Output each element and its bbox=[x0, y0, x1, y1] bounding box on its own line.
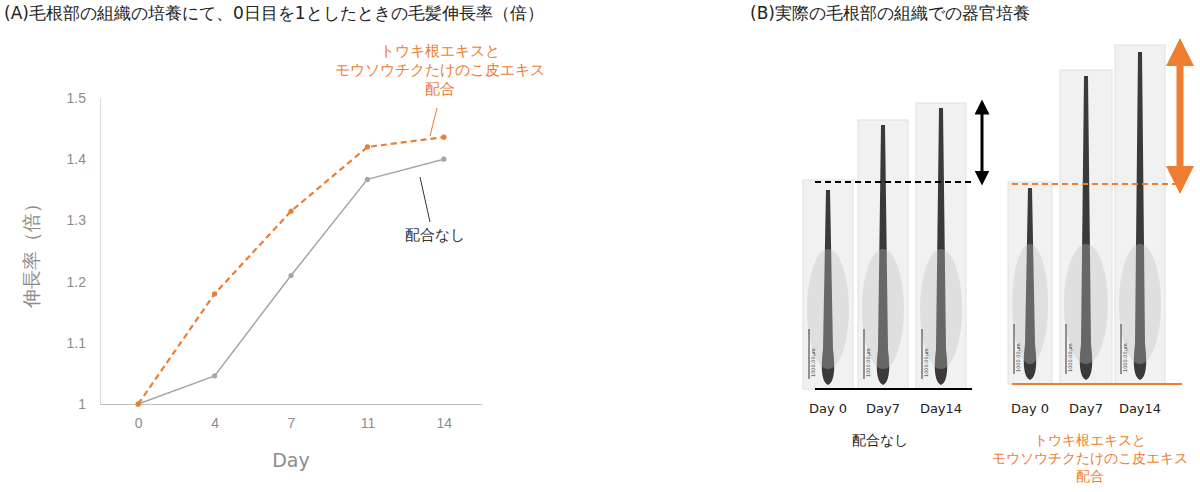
tissue-image bbox=[916, 103, 966, 389]
x-tick-label: 4 bbox=[211, 415, 219, 431]
x-axis-title: Day bbox=[272, 449, 310, 471]
x-tick: 4 bbox=[211, 404, 219, 431]
x-tick-label: 7 bbox=[288, 415, 296, 431]
x-axis-line bbox=[101, 404, 483, 405]
day-label: Day7 bbox=[866, 401, 900, 416]
text-line: モウソウチクたけのこ皮エキス bbox=[335, 61, 545, 79]
series-line bbox=[138, 159, 444, 404]
panel-b-title: (B)実際の毛根部の組織での器官培養 bbox=[750, 3, 1030, 23]
x-axis: 0 4 7 11 14 bbox=[101, 404, 483, 431]
day0-level bbox=[1012, 183, 1182, 185]
growth-arrow bbox=[1177, 52, 1184, 180]
day-label: Day7 bbox=[1069, 401, 1103, 416]
plot-area bbox=[136, 135, 447, 407]
y-tick: 1.3 bbox=[67, 212, 100, 228]
y-tick-label: 1.3 bbox=[67, 212, 87, 228]
series-marker bbox=[212, 291, 217, 296]
series-marker bbox=[136, 401, 141, 406]
series-marker bbox=[365, 144, 370, 149]
y-tick: 1.1 bbox=[67, 335, 100, 351]
x-tick: 7 bbox=[288, 404, 296, 431]
scale-bar-label: 1000.00µm bbox=[865, 348, 872, 377]
y-axis-title: 伸長率（倍） bbox=[20, 194, 42, 309]
scale-bar-label: 1000.00µm bbox=[1015, 343, 1022, 372]
y-tick: 1.5 bbox=[67, 90, 100, 106]
image-group: 1000.00µm Day 0 1000.00µm Day7 1000.00µm Day1… bbox=[803, 103, 982, 448]
text-line: トウキ根エキスと bbox=[380, 42, 500, 60]
day0-level bbox=[815, 181, 972, 183]
y-tick: 1.2 bbox=[67, 274, 100, 290]
text-line: 配合 bbox=[1076, 468, 1104, 484]
x-tick-label: 14 bbox=[437, 415, 453, 431]
series-marker bbox=[365, 177, 370, 182]
y-tick-label: 1 bbox=[78, 396, 86, 412]
y-tick-label: 1.5 bbox=[67, 90, 87, 106]
group-label: 配合なし bbox=[852, 432, 908, 448]
image-group: 1000.00µm Day 0 1000.00µm Day7 1000.00µm Day1… bbox=[992, 45, 1188, 484]
text-line: モウソウチクたけのこ皮エキス bbox=[992, 450, 1188, 466]
series-marker bbox=[136, 401, 141, 406]
series-labels: 配合なし トウキ根エキスとモウソウチクたけのこ皮エキス配合 bbox=[335, 42, 545, 244]
scale-bar-label: 1000.00µm bbox=[1122, 343, 1129, 372]
series-marker bbox=[441, 135, 446, 140]
series-marker bbox=[288, 273, 293, 278]
x-tick: 11 bbox=[361, 404, 376, 431]
text-line: 配合なし bbox=[852, 432, 908, 448]
text-line: 配合なし bbox=[405, 226, 465, 244]
y-tick-label: 1.1 bbox=[67, 335, 87, 351]
x-tick-label: 0 bbox=[135, 415, 143, 431]
scale-bar-label: 1000.00µm bbox=[1067, 343, 1074, 372]
x-tick: 14 bbox=[437, 404, 453, 431]
y-tick: 1.4 bbox=[67, 151, 100, 167]
tissue-image bbox=[1060, 70, 1112, 384]
tissue-image bbox=[803, 180, 853, 389]
series-label: 配合なし bbox=[405, 226, 465, 244]
text-line: トウキ根エキスと bbox=[1034, 432, 1146, 448]
y-axis-line bbox=[100, 99, 101, 405]
chart-title: (A)毛根部の組織の培養にて、0日目を1としたときの毛髪伸長率（倍） bbox=[4, 3, 544, 23]
series-label: トウキ根エキスとモウソウチクたけのこ皮エキス配合 bbox=[335, 42, 545, 98]
baseline bbox=[1012, 383, 1182, 385]
series-marker bbox=[288, 209, 293, 214]
day-label: Day 0 bbox=[809, 401, 847, 416]
growth-arrow bbox=[981, 107, 984, 178]
tissue-image bbox=[1008, 182, 1052, 384]
text-line: 配合 bbox=[425, 80, 455, 98]
x-tick: 0 bbox=[135, 404, 143, 431]
tissue-image bbox=[858, 120, 908, 389]
scale-bar-label: 1000.00µm bbox=[810, 348, 817, 377]
x-tick-label: 11 bbox=[361, 415, 376, 431]
leader-line bbox=[430, 108, 437, 136]
series-marker bbox=[441, 157, 446, 162]
baseline bbox=[815, 388, 972, 390]
day-label: Day14 bbox=[1119, 401, 1161, 416]
tissue-image bbox=[1115, 45, 1165, 384]
leader-line bbox=[420, 177, 430, 222]
group-label: トウキ根エキスとモウソウチクたけのこ皮エキス配合 bbox=[992, 432, 1188, 484]
series-marker bbox=[212, 373, 217, 378]
y-tick: 1 bbox=[78, 396, 100, 412]
day-label: Day14 bbox=[920, 401, 962, 416]
scale-bar-label: 1000.00µm bbox=[923, 348, 930, 377]
series-line bbox=[138, 137, 444, 404]
y-tick-label: 1.4 bbox=[67, 151, 87, 167]
day-label: Day 0 bbox=[1011, 401, 1049, 416]
y-axis: 1 1.1 1.2 1.3 1.4 1.5 bbox=[67, 90, 101, 412]
y-tick-label: 1.2 bbox=[67, 274, 87, 290]
